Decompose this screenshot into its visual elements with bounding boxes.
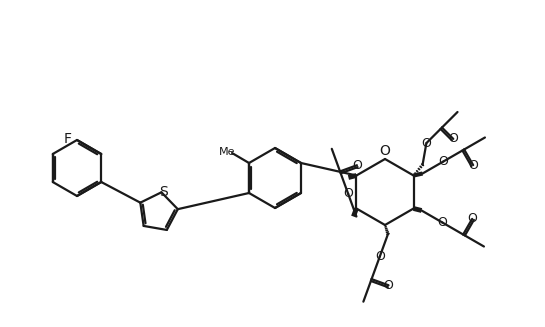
- Text: S: S: [159, 185, 168, 199]
- Text: O: O: [343, 187, 353, 200]
- Text: O: O: [352, 159, 362, 172]
- Text: O: O: [421, 137, 431, 150]
- Text: O: O: [468, 159, 478, 172]
- Text: O: O: [438, 155, 449, 168]
- Text: O: O: [375, 250, 385, 263]
- Text: O: O: [379, 144, 390, 158]
- Text: O: O: [438, 216, 447, 229]
- Text: O: O: [384, 279, 393, 292]
- Text: O: O: [449, 132, 458, 146]
- Text: F: F: [64, 132, 72, 146]
- Text: Me: Me: [219, 147, 235, 157]
- Text: O: O: [467, 213, 477, 225]
